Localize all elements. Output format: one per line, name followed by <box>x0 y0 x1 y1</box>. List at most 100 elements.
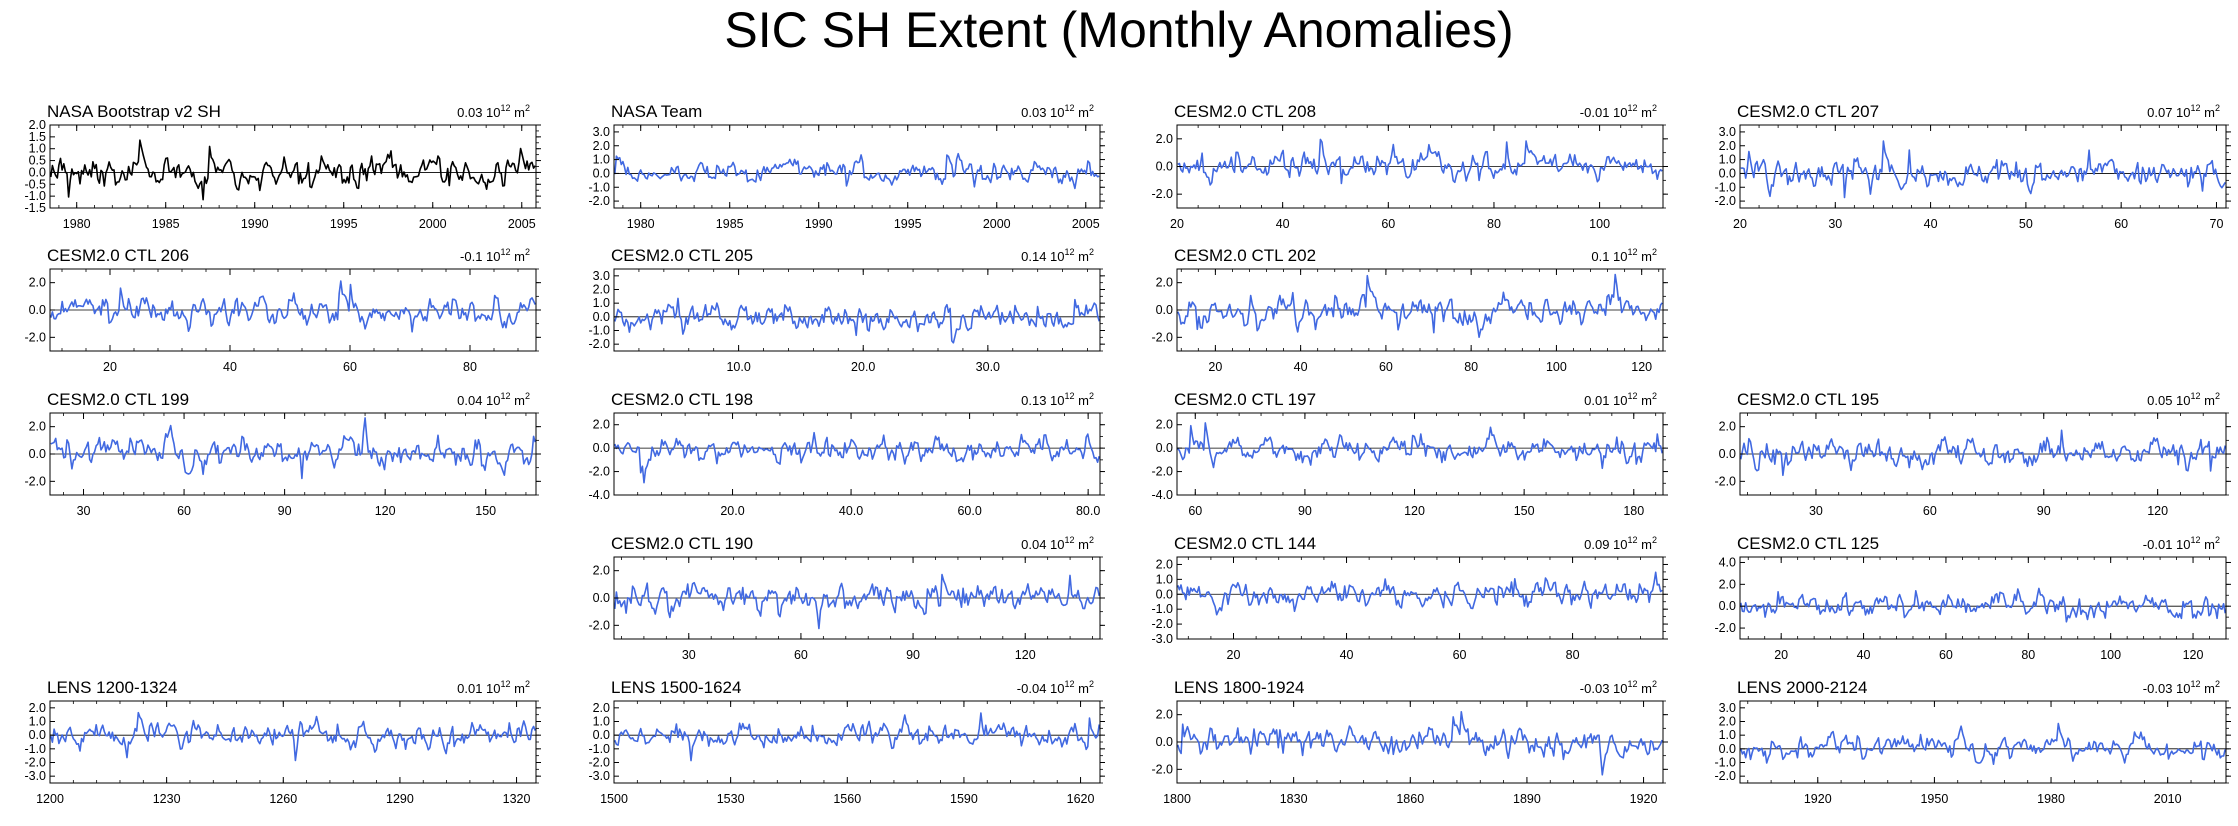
y-tick-label: 3.0 <box>593 125 610 139</box>
stat-value: 0.04 <box>1021 537 1050 552</box>
stat-unit-power: 2 <box>1089 535 1094 545</box>
y-tick-label: -2.0 <box>1151 617 1173 631</box>
panel-lens-1800-1924: LENS 1800-1924 -0.03 1012 m2 1800 1830 1860 1… <box>1151 678 1668 806</box>
x-tick-label: 60 <box>1381 217 1395 231</box>
plot-frame <box>613 268 1101 352</box>
panel-title: LENS 1500-1624 <box>611 678 741 697</box>
stat-unit-power: 2 <box>1089 247 1094 257</box>
panel-nasa-bootstrap-v2-sh: NASA Bootstrap v2 SH 0.03 1012 m2 1980 1985… <box>24 102 541 231</box>
y-tick-label: 3.0 <box>1719 701 1736 715</box>
x-tick-label: 1980 <box>63 217 91 231</box>
plot-frame <box>1739 700 2227 784</box>
stat-unit-power: 2 <box>1652 103 1657 113</box>
series-line <box>1740 140 2226 199</box>
panel-cesm2-0-ctl-208: CESM2.0 CTL 208 -0.01 1012 m2 20 40 60 80 100 2… <box>1151 102 1668 231</box>
panel-cesm2-0-ctl-125: CESM2.0 CTL 125 -0.01 1012 m2 20 40 60 80 100 1… <box>1714 534 2231 662</box>
y-tick-label: 0.0 <box>1156 160 1173 174</box>
stat-unit-power: 2 <box>2215 103 2220 113</box>
series-line <box>50 417 536 480</box>
y-tick-label: -4.0 <box>1151 488 1173 502</box>
x-tick-label: 40 <box>1294 360 1308 374</box>
panel-stat-label: 0.1 1012 m2 <box>1591 247 1657 264</box>
x-tick-label: 120 <box>1015 648 1036 662</box>
y-tick-label: 1.0 <box>593 296 610 310</box>
stat-unit-symbol: m <box>1075 681 1089 696</box>
y-tick-label: 4.0 <box>1719 555 1736 569</box>
y-tick-label: -1.5 <box>24 201 46 215</box>
x-tick-label: 1985 <box>152 217 180 231</box>
x-tick-label: 120 <box>1631 360 1652 374</box>
y-tick-label: -2.0 <box>1151 762 1173 776</box>
stat-units: 10 <box>486 249 500 264</box>
stat-exponent: 12 <box>1065 391 1075 401</box>
x-tick-label: 150 <box>1514 504 1535 518</box>
x-tick-label: 70 <box>2210 217 2224 231</box>
stat-units: 10 <box>2176 105 2190 120</box>
panel-title: NASA Team <box>611 102 702 121</box>
series-line <box>1177 273 1663 339</box>
x-tick-label: 60 <box>1188 504 1202 518</box>
x-tick-label: 20 <box>1774 648 1788 662</box>
panel-title: CESM2.0 CTL 198 <box>611 390 753 409</box>
y-tick-label: 0.0 <box>29 165 46 179</box>
panel-title: CESM2.0 CTL 205 <box>611 246 753 265</box>
x-tick-label: 20 <box>1733 217 1747 231</box>
stat-unit-power: 2 <box>1089 391 1094 401</box>
y-tick-label: 0.5 <box>29 154 46 168</box>
x-tick-label: 1320 <box>503 792 531 806</box>
stat-unit-symbol: m <box>2201 681 2215 696</box>
panel-title: CESM2.0 CTL 207 <box>1737 102 1879 121</box>
y-tick-label: 2.0 <box>29 701 46 715</box>
x-tick-label: 20.0 <box>851 360 875 374</box>
stat-exponent: 12 <box>2191 535 2201 545</box>
stat-unit-symbol: m <box>1638 249 1652 264</box>
stat-exponent: 12 <box>1628 679 1638 689</box>
panel-stat-label: 0.04 1012 m2 <box>457 391 530 408</box>
panel-title: CESM2.0 CTL 195 <box>1737 390 1879 409</box>
y-tick-label: 0.0 <box>1719 166 1736 180</box>
series-line <box>614 297 1100 344</box>
series-line <box>614 712 1100 762</box>
series-line <box>614 431 1100 484</box>
y-tick-label: -1.0 <box>588 324 610 338</box>
stat-unit-symbol: m <box>511 393 525 408</box>
stat-value: -0.03 <box>1580 681 1613 696</box>
panel-title: LENS 1200-1324 <box>47 678 177 697</box>
x-tick-label: 90 <box>278 504 292 518</box>
x-tick-label: 10.0 <box>726 360 750 374</box>
x-tick-label: 2000 <box>983 217 1011 231</box>
stat-units: 10 <box>2176 393 2190 408</box>
x-tick-label: 1995 <box>330 217 358 231</box>
stat-value: 0.1 <box>1591 249 1613 264</box>
stat-unit-symbol: m <box>511 249 525 264</box>
series-line <box>1740 429 2226 477</box>
x-tick-label: 20 <box>1227 648 1241 662</box>
y-tick-label: -1.0 <box>24 742 46 756</box>
stat-units: 10 <box>1050 537 1064 552</box>
stat-value: 0.01 <box>1584 393 1613 408</box>
panel-stat-label: -0.01 1012 m2 <box>2143 535 2220 552</box>
stat-unit-power: 2 <box>1089 103 1094 113</box>
stat-value: 0.07 <box>2147 105 2176 120</box>
stat-unit-symbol: m <box>511 105 525 120</box>
y-tick-label: 0.0 <box>1156 735 1173 749</box>
panel-title: CESM2.0 CTL 206 <box>47 246 189 265</box>
plot-frame <box>1176 556 1664 640</box>
stat-units: 10 <box>486 105 500 120</box>
y-tick-label: -2.0 <box>1714 621 1736 635</box>
y-tick-label: 1.0 <box>1719 728 1736 742</box>
stat-units: 10 <box>2176 681 2190 696</box>
y-tick-label: -3.0 <box>24 769 46 783</box>
panel-cesm2-0-ctl-144: CESM2.0 CTL 144 0.09 1012 m2 20 40 60 80 2.01.… <box>1151 534 1668 662</box>
x-tick-label: 30 <box>1809 504 1823 518</box>
stat-units: 10 <box>1613 393 1627 408</box>
stat-value: -0.04 <box>1017 681 1050 696</box>
y-tick-label: -2.0 <box>588 756 610 770</box>
stat-value: 0.14 <box>1021 249 1050 264</box>
panel-stat-label: 0.04 1012 m2 <box>1021 535 1094 552</box>
stat-unit-symbol: m <box>1075 393 1089 408</box>
x-tick-label: 1230 <box>153 792 181 806</box>
plot-frame <box>1176 412 1664 496</box>
y-tick-label: -2.0 <box>24 474 46 488</box>
